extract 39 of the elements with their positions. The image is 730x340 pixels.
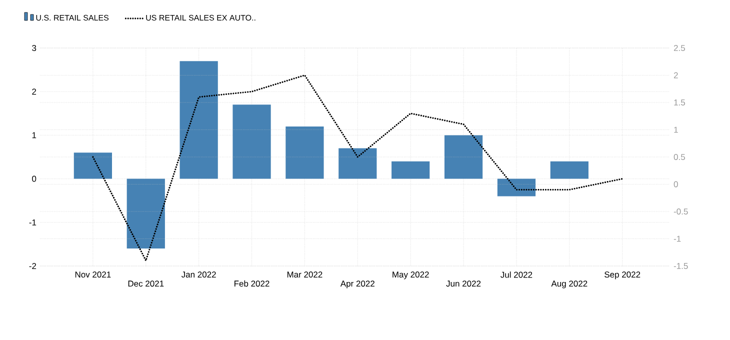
- y2-tick-label: -1.5: [674, 263, 688, 269]
- y2-tick-label: 1.5: [674, 100, 686, 106]
- y-tick-label: 0: [32, 176, 36, 182]
- bar: [286, 126, 324, 179]
- y2-tick-label: 1: [674, 126, 678, 133]
- y2-tick-label: 2.5: [674, 44, 686, 51]
- x-tick-label: Nov 2021: [75, 272, 111, 278]
- x-tick-label: Aug 2022: [551, 280, 588, 288]
- y2-tick-label: -1: [674, 236, 681, 242]
- x-tick-label: Jul 2022: [500, 272, 532, 278]
- bar: [550, 161, 588, 179]
- x-tick-label: Apr 2022: [340, 280, 374, 288]
- x-tick-label: Dec 2021: [128, 280, 164, 287]
- y-tick-label: 2: [32, 88, 36, 95]
- x-tick-label: Jan 2022: [181, 272, 216, 278]
- y2-tick-label: 0: [674, 181, 678, 188]
- bar: [338, 148, 377, 179]
- y-tick-label: -2: [29, 263, 36, 269]
- legend-label: U.S. RETAIL SALES: [36, 14, 109, 21]
- legend-label: US RETAIL SALES EX AUTO..: [146, 14, 256, 21]
- y-tick-label: 3: [32, 45, 36, 52]
- y-tick-label: 1: [32, 132, 36, 138]
- x-tick-label: Feb 2022: [234, 280, 270, 287]
- y2-tick-label: 2: [674, 72, 678, 78]
- bar: [74, 152, 112, 179]
- x-tick-label: Jun 2022: [446, 280, 481, 287]
- bar: [232, 104, 271, 179]
- y2-tick-label: 0.5: [674, 154, 686, 160]
- bar: [126, 178, 165, 249]
- x-tick-label: May 2022: [392, 272, 429, 280]
- y-tick-label: -1: [29, 219, 36, 226]
- x-tick-label: Mar 2022: [287, 272, 322, 278]
- line-series: [92, 74, 624, 262]
- x-tick-label: Sep 2022: [604, 272, 640, 280]
- bar: [180, 61, 218, 179]
- bar: [392, 161, 430, 179]
- bar: [444, 135, 483, 179]
- y2-tick-label: -0.5: [674, 208, 688, 214]
- bar: [497, 178, 536, 196]
